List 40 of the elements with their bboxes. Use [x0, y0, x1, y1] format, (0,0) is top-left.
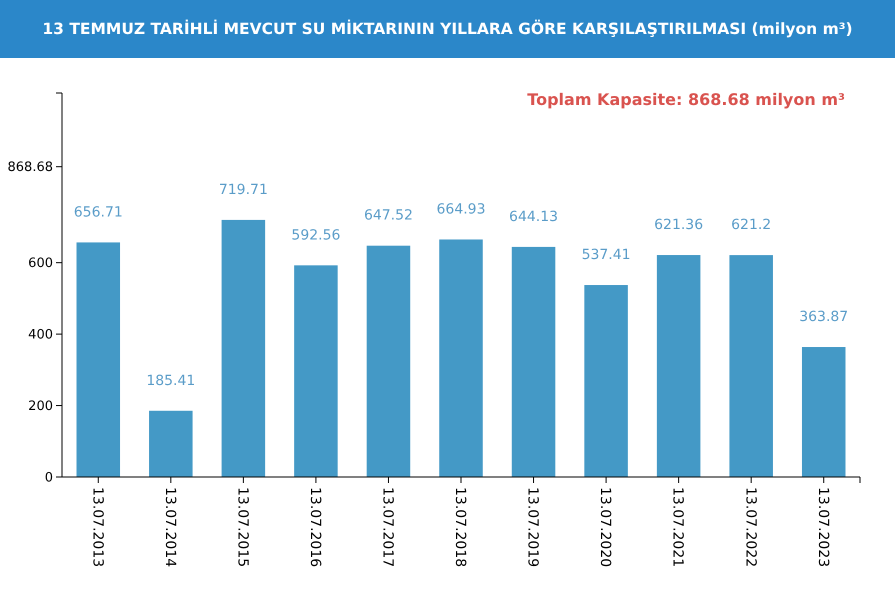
data-label: 363.87: [799, 309, 848, 326]
x-tick-label: 13.07.2023: [814, 487, 831, 568]
bar: [222, 220, 266, 477]
x-tick-label: 13.07.2019: [524, 487, 541, 568]
bar: [729, 255, 773, 477]
data-label: 185.41: [146, 372, 196, 389]
bar: [439, 239, 483, 477]
x-tick-label: 13.07.2021: [670, 487, 686, 568]
bar: [366, 246, 410, 477]
bar: [294, 265, 338, 477]
data-label: 656.71: [74, 204, 123, 220]
y-tick-label: 0: [44, 470, 53, 486]
bar: [584, 285, 628, 477]
bar: [802, 347, 846, 477]
x-tick-label: 13.07.2015: [234, 487, 250, 568]
data-label: 719.71: [218, 182, 268, 198]
bar: [512, 246, 556, 477]
data-label: 621.2: [731, 217, 772, 234]
data-label: 621.36: [654, 217, 704, 234]
chart-title: 13 TEMMUZ TARİHLİ MEVCUT SU MİKTARININ YILLARA GÖRE KARŞILAŞTIRILMASI (milyon m³): [42, 19, 853, 38]
x-tick-label: 13.07.2022: [742, 487, 758, 568]
x-tick-label: 13.07.2016: [307, 487, 324, 568]
x-tick-label: 13.07.2020: [597, 487, 614, 568]
bar: [76, 242, 120, 477]
data-label: 644.13: [509, 208, 558, 225]
x-tick-label: 13.07.2018: [452, 487, 468, 568]
bar: [656, 255, 700, 477]
data-label: 537.41: [582, 247, 631, 264]
x-tick-label: 13.07.2013: [89, 487, 106, 568]
data-label: 647.52: [364, 208, 413, 224]
annotation: Toplam Kapasite: 868.68 milyon m³: [527, 90, 845, 109]
x-tick-label: 13.07.2017: [380, 487, 396, 568]
data-label: 664.93: [436, 201, 486, 218]
y-tick-label: 868.68: [8, 160, 53, 176]
y-tick-label: 200: [28, 399, 53, 414]
data-label: 592.56: [291, 227, 340, 244]
y-tick-label: 600: [28, 256, 53, 272]
x-tick-label: 13.07.2014: [162, 487, 178, 568]
bar: [149, 410, 193, 477]
y-tick-label: 400: [28, 328, 53, 343]
